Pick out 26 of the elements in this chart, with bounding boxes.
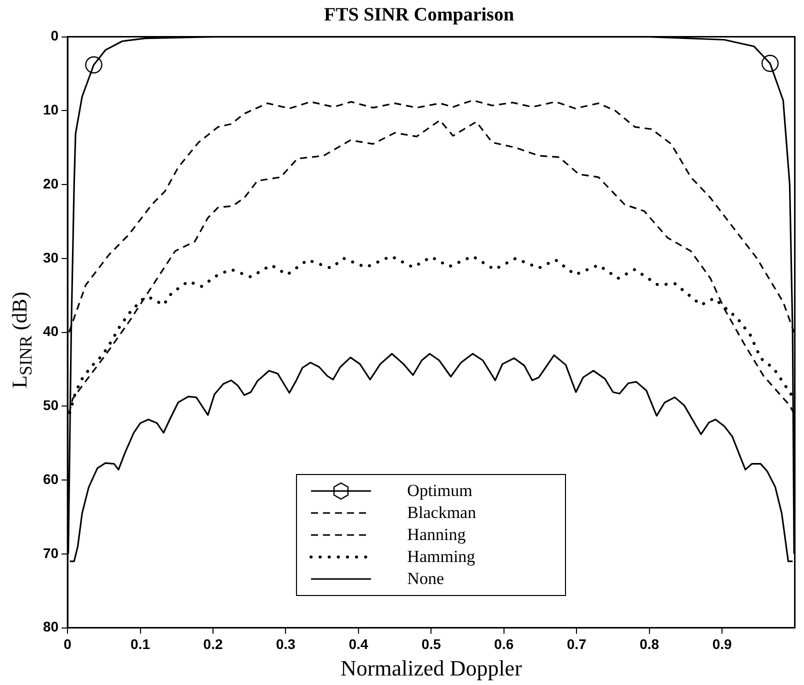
x-tick-label: 0.1 (130, 636, 150, 652)
x-tick-label: 0 (64, 636, 72, 652)
legend-label: Optimum (407, 480, 472, 501)
x-tick-label: 0.9 (712, 636, 732, 652)
y-tick-label: 30 (42, 249, 59, 266)
x-tick-label: 0.8 (640, 636, 660, 652)
x-tick-label: 0.3 (276, 636, 296, 652)
legend-label: Hanning (407, 524, 466, 545)
y-tick-label: 0 (50, 28, 59, 44)
y-tick-label: 20 (42, 175, 59, 192)
y-tick-label: 40 (42, 323, 59, 340)
y-tick-label: 10 (42, 102, 59, 118)
x-tick-label: 0.4 (348, 636, 368, 652)
x-tick-label: 0.6 (494, 636, 514, 652)
y-tick-label: 70 (42, 544, 59, 561)
x-axis-title: Normalized Doppler (340, 656, 523, 681)
y-tick-label: 60 (42, 470, 59, 487)
x-tick-label: 0.5 (421, 636, 442, 652)
y-tick-label: 80 (42, 618, 59, 635)
x-tick-label: 0.7 (566, 636, 587, 652)
legend-label: None (407, 568, 444, 589)
x-tick-label: 0.2 (203, 636, 223, 652)
legend-label: Hamming (407, 546, 476, 567)
y-tick-label: 50 (42, 397, 59, 414)
legend-label: Blackman (407, 502, 476, 523)
chart-title: FTS SINR Comparison (324, 4, 514, 26)
